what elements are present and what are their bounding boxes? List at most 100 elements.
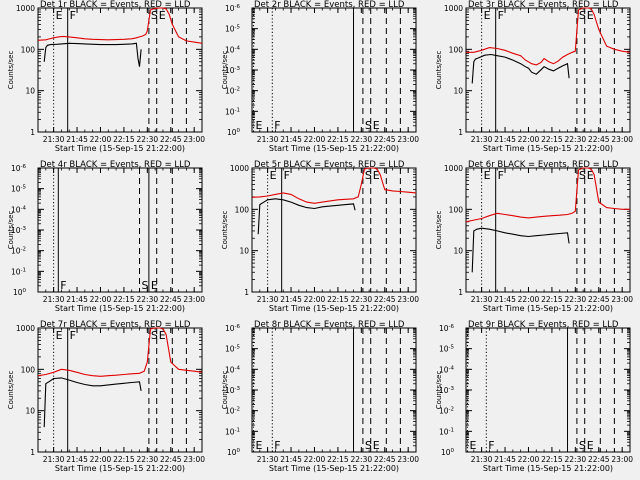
x-tick-label: 22:45	[374, 295, 396, 304]
panel-title: Det 3r BLACK = Events, RED = LLD	[468, 0, 619, 10]
plot-frame	[465, 327, 631, 453]
x-tick-label: 21:45	[280, 455, 302, 464]
y-tick-label: 10-4	[439, 365, 455, 374]
events-series-line	[471, 227, 570, 273]
y-tick-label: 100	[13, 288, 27, 297]
lld-series-line	[251, 167, 417, 204]
x-axis-label: Start Time (15-Sep-15 21:22:00)	[269, 304, 399, 313]
event-marker-label: S	[142, 279, 149, 292]
x-tick-label: 21:30	[257, 295, 279, 304]
x-tick-label: 22:30	[137, 135, 159, 144]
y-tick-label: 10-2	[439, 407, 454, 416]
event-marker-label: F	[274, 119, 280, 132]
x-tick-label: 22:30	[565, 455, 587, 464]
plot-panel-8: Det 8r BLACK = Events, RED = LLD 100 10-1 1…	[221, 320, 419, 473]
y-axis-label: Counts/sec	[221, 211, 229, 250]
panel-title: Det 7r BLACK = Events, RED = LLD	[40, 320, 191, 330]
lld-series-line	[37, 327, 203, 377]
event-marker-label: E	[256, 439, 263, 452]
x-tick-label: 21:30	[43, 135, 65, 144]
x-tick-label: 22:30	[565, 135, 587, 144]
x-tick-label: 23:00	[183, 455, 205, 464]
y-tick-label: 10-3	[439, 386, 455, 395]
event-marker-label: E	[373, 169, 380, 182]
events-series-line	[257, 198, 356, 235]
x-tick-label: 22:15	[327, 135, 349, 144]
panel-title: Det 8r BLACK = Events, RED = LLD	[254, 320, 405, 330]
lld-series-line	[37, 7, 203, 44]
event-marker-label: S	[579, 9, 586, 22]
x-axis-label: Start Time (15-Sep-15 21:22:00)	[483, 144, 613, 153]
y-tick-label: 10-2	[225, 87, 240, 96]
y-axis-label: Counts/sec	[435, 371, 443, 410]
y-tick-label: 100	[21, 45, 36, 54]
x-tick-label: 22:30	[351, 455, 373, 464]
y-tick-label: 1000	[230, 164, 249, 173]
y-tick-label: 10-6	[11, 164, 27, 173]
x-tick-label: 22:00	[518, 455, 540, 464]
event-marker-label: F	[70, 329, 76, 342]
y-tick-label: 100	[235, 205, 250, 214]
plot-panel-4: Det 4r BLACK = Events, RED = LLD 100 10-1 1…	[7, 160, 205, 313]
x-tick-label: 22:45	[374, 135, 396, 144]
x-tick-label: 22:15	[113, 135, 135, 144]
x-tick-label: 21:30	[43, 455, 65, 464]
x-tick-label: 21:30	[43, 295, 65, 304]
event-marker-label: F	[498, 9, 504, 22]
x-tick-label: 23:00	[183, 135, 205, 144]
events-series-line	[43, 377, 142, 428]
x-tick-label: 23:00	[397, 135, 419, 144]
x-tick-label: 22:00	[304, 135, 326, 144]
x-tick-label: 21:30	[471, 295, 493, 304]
y-tick-label: 10-4	[225, 45, 241, 54]
x-tick-label: 23:00	[611, 455, 633, 464]
plot-frame	[37, 7, 203, 133]
event-marker-label: E	[373, 439, 380, 452]
x-tick-label: 22:45	[588, 295, 610, 304]
x-tick-label: 23:00	[183, 295, 205, 304]
plot-frame	[465, 167, 631, 293]
event-marker-label: E	[587, 169, 594, 182]
y-tick-label: 10-5	[439, 345, 455, 354]
event-marker-label: E	[159, 9, 166, 22]
event-marker-label: E	[587, 9, 594, 22]
y-tick-label: 10	[25, 407, 35, 416]
x-tick-label: 22:30	[137, 455, 159, 464]
x-tick-label: 21:30	[257, 455, 279, 464]
event-marker-label: F	[498, 169, 504, 182]
plot-panel-9: Det 9r BLACK = Events, RED = LLD 100 10-1 1…	[435, 320, 633, 473]
event-marker-label: F	[274, 439, 280, 452]
y-tick-label: 10-1	[225, 107, 240, 116]
plot-panel-1: Det 1r BLACK = Events, RED = LLD 1 10 100 10…	[7, 0, 205, 153]
plot-frame	[465, 7, 631, 133]
event-marker-label: E	[484, 9, 491, 22]
y-tick-label: 100	[449, 45, 464, 54]
event-marker-label: F	[488, 439, 494, 452]
x-tick-label: 23:00	[611, 135, 633, 144]
event-marker-label: S	[365, 439, 372, 452]
x-tick-label: 23:00	[611, 295, 633, 304]
y-tick-label: 1	[30, 128, 35, 137]
y-tick-label: 10-5	[225, 25, 241, 34]
x-axis-label: Start Time (15-Sep-15 21:22:00)	[483, 464, 613, 473]
x-tick-label: 21:45	[66, 135, 88, 144]
y-axis-label: Counts/sec	[7, 51, 15, 90]
x-axis-label: Start Time (15-Sep-15 21:22:00)	[269, 144, 399, 153]
event-marker-label: E	[151, 279, 158, 292]
panel-title: Det 4r BLACK = Events, RED = LLD	[40, 160, 191, 170]
x-axis-label: Start Time (15-Sep-15 21:22:00)	[269, 464, 399, 473]
event-marker-label: E	[56, 9, 63, 22]
y-tick-label: 1	[30, 448, 35, 457]
y-tick-label: 10-5	[225, 345, 241, 354]
y-tick-label: 10	[25, 87, 35, 96]
x-tick-label: 22:45	[374, 455, 396, 464]
plot-frame	[251, 167, 417, 293]
event-marker-label: S	[151, 329, 158, 342]
y-axis-label: Counts/sec	[221, 51, 229, 90]
x-tick-label: 22:00	[518, 135, 540, 144]
event-marker-label: E	[484, 169, 491, 182]
y-tick-label: 100	[449, 205, 464, 214]
y-axis-label: Counts/sec	[7, 211, 15, 250]
y-tick-label: 10-5	[11, 185, 27, 194]
